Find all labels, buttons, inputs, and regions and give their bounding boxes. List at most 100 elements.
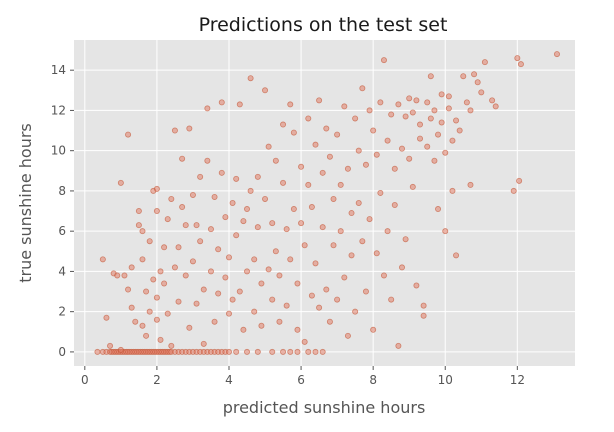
data-point bbox=[384, 228, 391, 235]
y-tick-label: 12 bbox=[51, 103, 66, 117]
x-tick-label: 0 bbox=[81, 373, 89, 387]
data-point bbox=[269, 348, 276, 355]
data-point bbox=[218, 99, 225, 106]
data-point bbox=[442, 228, 449, 235]
data-point bbox=[319, 169, 326, 176]
x-tick-label: 10 bbox=[438, 373, 453, 387]
data-point bbox=[171, 264, 178, 271]
data-point bbox=[413, 282, 420, 289]
data-point bbox=[99, 256, 106, 263]
data-point bbox=[294, 280, 301, 287]
data-point bbox=[352, 308, 359, 315]
data-point bbox=[326, 318, 333, 325]
data-point bbox=[294, 348, 301, 355]
data-point bbox=[247, 187, 254, 194]
data-point bbox=[406, 155, 413, 162]
data-point bbox=[157, 268, 164, 275]
data-point bbox=[377, 189, 384, 196]
data-point bbox=[445, 105, 452, 112]
data-point bbox=[553, 51, 560, 58]
data-point bbox=[427, 115, 434, 122]
data-point bbox=[211, 318, 218, 325]
data-point bbox=[449, 137, 456, 144]
data-point bbox=[139, 228, 146, 235]
data-point bbox=[431, 157, 438, 164]
data-point bbox=[215, 246, 222, 253]
data-point bbox=[395, 101, 402, 108]
data-point bbox=[186, 324, 193, 331]
data-point bbox=[179, 155, 186, 162]
data-point bbox=[431, 107, 438, 114]
data-point bbox=[146, 308, 153, 315]
data-point bbox=[352, 115, 359, 122]
data-point bbox=[280, 121, 287, 128]
data-point bbox=[308, 204, 315, 211]
data-point bbox=[456, 127, 463, 134]
data-point bbox=[182, 222, 189, 229]
data-point bbox=[287, 101, 294, 108]
data-point bbox=[319, 348, 326, 355]
data-point bbox=[435, 131, 442, 138]
data-point bbox=[366, 216, 373, 223]
data-point bbox=[330, 195, 337, 202]
data-point bbox=[330, 242, 337, 249]
data-point bbox=[377, 99, 384, 106]
data-point bbox=[337, 181, 344, 188]
data-point bbox=[420, 302, 427, 309]
data-point bbox=[197, 238, 204, 245]
data-point bbox=[168, 195, 175, 202]
data-point bbox=[265, 266, 272, 273]
data-point bbox=[409, 109, 416, 116]
data-point bbox=[107, 342, 114, 349]
data-point bbox=[474, 79, 481, 86]
data-point bbox=[391, 202, 398, 209]
data-point bbox=[460, 73, 467, 80]
data-point bbox=[114, 272, 121, 279]
data-point bbox=[244, 348, 251, 355]
data-point bbox=[442, 149, 449, 156]
data-point bbox=[225, 254, 232, 261]
data-point bbox=[359, 238, 366, 245]
data-point bbox=[510, 187, 517, 194]
data-point bbox=[218, 169, 225, 176]
data-point bbox=[453, 252, 460, 259]
data-point bbox=[323, 125, 330, 132]
data-point bbox=[125, 286, 132, 293]
data-point bbox=[380, 57, 387, 64]
data-point bbox=[398, 264, 405, 271]
data-point bbox=[323, 286, 330, 293]
data-point bbox=[258, 280, 265, 287]
data-point bbox=[204, 157, 211, 164]
data-point bbox=[179, 204, 186, 211]
data-point bbox=[94, 348, 101, 355]
data-point bbox=[424, 143, 431, 150]
data-point bbox=[193, 222, 200, 229]
data-point bbox=[341, 103, 348, 110]
data-point bbox=[186, 125, 193, 132]
data-point bbox=[247, 75, 254, 82]
data-point bbox=[143, 332, 150, 339]
data-point bbox=[366, 107, 373, 114]
data-point bbox=[370, 127, 377, 134]
data-point bbox=[193, 300, 200, 307]
data-point bbox=[516, 177, 523, 184]
data-point bbox=[445, 93, 452, 100]
data-point bbox=[312, 348, 319, 355]
data-point bbox=[265, 143, 272, 150]
data-point bbox=[316, 97, 323, 104]
data-point bbox=[463, 99, 470, 106]
data-point bbox=[406, 95, 413, 102]
data-point bbox=[388, 296, 395, 303]
data-point bbox=[200, 286, 207, 293]
data-point bbox=[125, 131, 132, 138]
data-point bbox=[222, 274, 229, 281]
data-point bbox=[254, 348, 261, 355]
data-point bbox=[517, 61, 524, 68]
data-point bbox=[283, 302, 290, 309]
y-tick-label: 14 bbox=[51, 63, 66, 77]
chart-title: Predictions on the test set bbox=[199, 14, 448, 36]
data-point bbox=[312, 260, 319, 267]
x-tick-label: 12 bbox=[510, 373, 525, 387]
data-point bbox=[305, 181, 312, 188]
x-tick-label: 4 bbox=[225, 373, 233, 387]
